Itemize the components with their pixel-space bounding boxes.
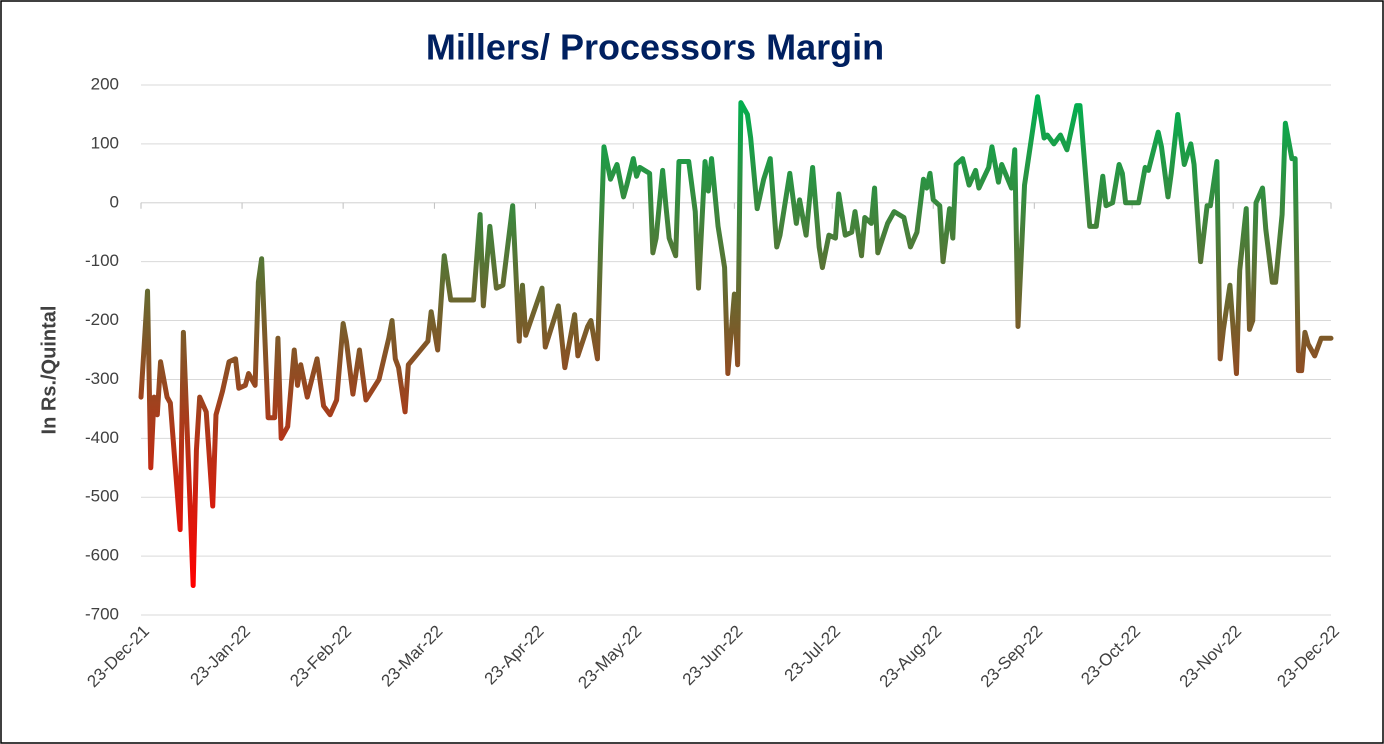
- y-tick-label: 0: [110, 192, 119, 211]
- y-tick-label: 100: [91, 133, 119, 152]
- y-tick-label: -600: [85, 546, 119, 565]
- y-tick-label: -100: [85, 251, 119, 270]
- chart-title: Millers/ Processors Margin: [426, 27, 884, 68]
- y-tick-label: -700: [85, 604, 119, 623]
- y-tick-label: -200: [85, 310, 119, 329]
- y-tick-label: -400: [85, 428, 119, 447]
- y-tick-label: 200: [91, 74, 119, 93]
- y-tick-label: -300: [85, 369, 119, 388]
- data-line: [138, 94, 1334, 589]
- y-axis-label: In Rs./Quintal: [38, 306, 60, 435]
- y-tick-label: -500: [85, 487, 119, 506]
